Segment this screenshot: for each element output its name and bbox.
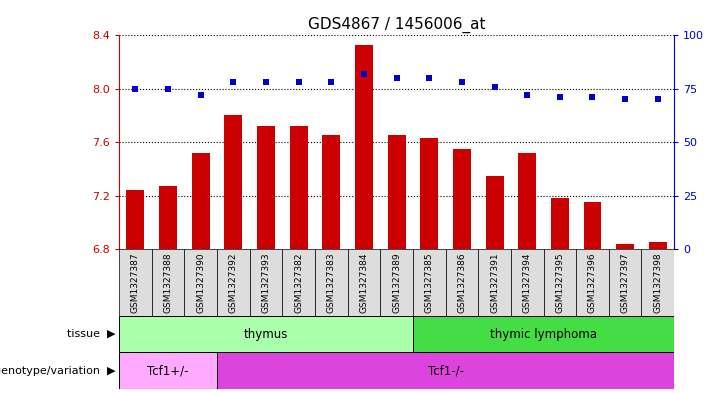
Bar [119, 249, 151, 316]
Point [325, 79, 337, 86]
Bar [420, 138, 438, 249]
Point [456, 79, 468, 86]
Bar [380, 249, 413, 316]
Point [195, 92, 206, 98]
Bar [642, 249, 674, 316]
Text: thymic lymphoma: thymic lymphoma [490, 327, 597, 340]
Text: GSM1327394: GSM1327394 [523, 252, 531, 313]
Bar [355, 45, 373, 249]
Bar [159, 186, 177, 249]
Text: Tcf1-/-: Tcf1-/- [428, 364, 464, 377]
Point [260, 79, 272, 86]
Bar [257, 126, 275, 249]
Bar [551, 198, 569, 249]
Point [489, 83, 500, 90]
Bar [119, 353, 217, 389]
Point [358, 71, 370, 77]
Bar [544, 249, 576, 316]
Point [293, 79, 304, 86]
Text: GSM1327390: GSM1327390 [196, 252, 205, 313]
Text: GSM1327395: GSM1327395 [555, 252, 565, 313]
Bar [609, 249, 642, 316]
Text: Tcf1+/-: Tcf1+/- [147, 364, 189, 377]
Point [619, 96, 631, 103]
Text: GSM1327384: GSM1327384 [359, 252, 368, 313]
Point [130, 86, 141, 92]
Text: GSM1327388: GSM1327388 [164, 252, 172, 313]
Bar [446, 249, 478, 316]
Bar [616, 244, 634, 249]
Point [521, 92, 533, 98]
Text: GSM1327391: GSM1327391 [490, 252, 499, 313]
Bar [413, 249, 446, 316]
Bar [478, 249, 511, 316]
Text: GSM1327382: GSM1327382 [294, 252, 303, 313]
Point [423, 75, 435, 81]
Bar [126, 190, 144, 249]
Text: GSM1327392: GSM1327392 [229, 252, 238, 313]
Point [228, 79, 239, 86]
Text: GSM1327386: GSM1327386 [457, 252, 466, 313]
Bar [576, 249, 609, 316]
Text: GSM1327387: GSM1327387 [131, 252, 140, 313]
Bar [413, 316, 674, 353]
Bar [583, 202, 601, 249]
Point [587, 94, 598, 101]
Bar [453, 149, 471, 249]
Bar [290, 126, 308, 249]
Bar [315, 249, 348, 316]
Bar [485, 176, 503, 249]
Bar [649, 242, 667, 249]
Bar [518, 153, 536, 249]
Bar [224, 116, 242, 249]
Bar [217, 353, 674, 389]
Bar [322, 136, 340, 249]
Text: GSM1327397: GSM1327397 [621, 252, 629, 313]
Bar [282, 249, 315, 316]
Text: GSM1327383: GSM1327383 [327, 252, 336, 313]
Text: GSM1327393: GSM1327393 [262, 252, 270, 313]
Bar [185, 249, 217, 316]
Point [554, 94, 565, 101]
Bar [217, 249, 249, 316]
Point [391, 75, 402, 81]
Bar [249, 249, 282, 316]
Point [162, 86, 174, 92]
Text: GSM1327398: GSM1327398 [653, 252, 663, 313]
Bar [192, 153, 210, 249]
Text: genotype/variation  ▶: genotype/variation ▶ [0, 366, 115, 376]
Text: GDS4867 / 1456006_at: GDS4867 / 1456006_at [308, 17, 485, 33]
Bar [388, 136, 405, 249]
Bar [511, 249, 544, 316]
Point [652, 96, 663, 103]
Bar [119, 316, 413, 353]
Text: GSM1327385: GSM1327385 [425, 252, 434, 313]
Text: GSM1327396: GSM1327396 [588, 252, 597, 313]
Bar [348, 249, 380, 316]
Text: GSM1327389: GSM1327389 [392, 252, 401, 313]
Text: tissue  ▶: tissue ▶ [67, 329, 115, 339]
Bar [151, 249, 185, 316]
Text: thymus: thymus [244, 327, 288, 340]
